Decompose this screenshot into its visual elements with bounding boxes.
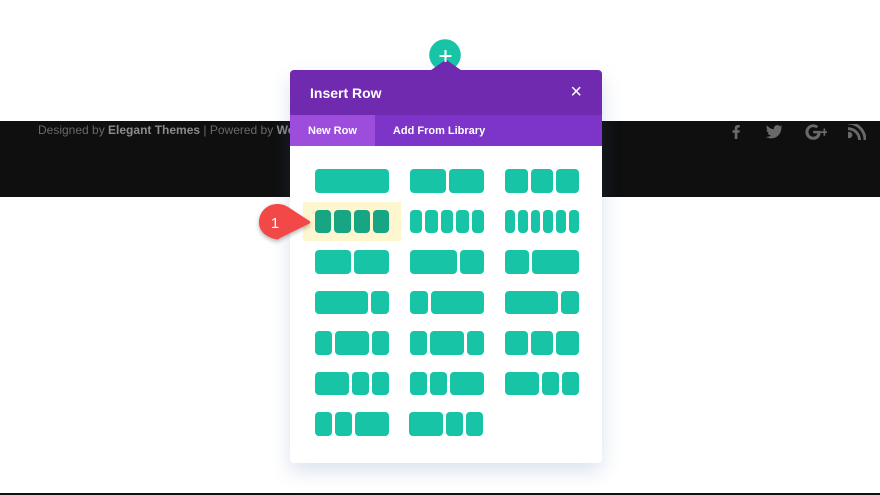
svg-text:1: 1 <box>271 215 279 232</box>
